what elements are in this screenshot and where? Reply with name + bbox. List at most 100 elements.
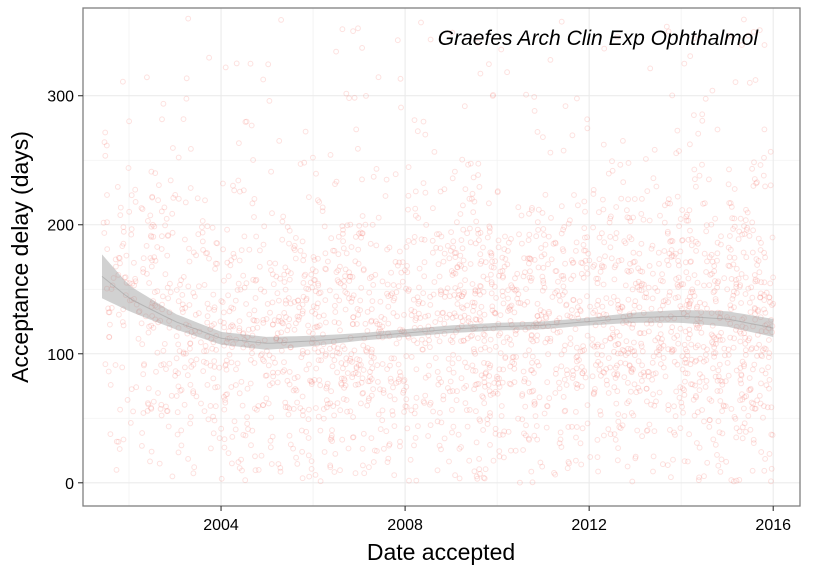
data-point [482,344,488,351]
data-point [671,347,677,353]
data-point [581,247,587,254]
data-point [254,406,260,413]
data-point [619,303,625,310]
data-point [716,333,722,340]
data-point [519,391,526,398]
data-point [408,307,415,313]
data-point [616,332,623,339]
data-point [229,460,235,467]
data-point [400,389,407,396]
data-point [393,380,400,386]
data-point [600,311,607,318]
data-point [420,180,427,187]
data-point [285,268,291,275]
data-point [722,403,729,410]
data-point [459,293,465,300]
data-point [229,344,235,351]
data-point [601,432,607,439]
data-point [324,383,330,390]
data-point [373,166,380,172]
data-point [494,376,501,382]
data-point [489,307,496,314]
data-point [240,331,246,337]
data-point [422,313,429,320]
data-point [493,343,499,350]
data-point [522,352,529,359]
data-point [381,316,388,322]
data-point [342,306,349,313]
data-point [603,312,610,318]
data-point [498,413,505,419]
data-point [686,301,692,308]
data-point [399,278,406,285]
data-point [706,417,713,423]
data-point [685,217,692,224]
data-point [264,301,271,307]
data-point [293,320,299,327]
data-point [749,219,756,226]
data-point [539,210,546,216]
data-point [438,291,444,298]
data-point [341,377,348,384]
data-point [448,268,455,274]
data-point [640,369,647,376]
data-point [513,286,520,293]
data-point [457,211,464,217]
data-point [430,205,436,212]
data-point [293,235,299,241]
data-point [385,303,392,310]
data-point [346,273,353,280]
data-point [156,460,163,467]
data-point [282,399,289,406]
data-point [527,268,533,275]
data-point [379,323,386,330]
data-point [404,263,410,269]
data-point [553,319,560,326]
data-point [629,286,636,293]
data-point [687,227,693,234]
data-point [237,188,243,195]
data-point [208,322,215,329]
data-point [722,352,728,359]
data-point [559,246,566,253]
data-point [679,366,686,373]
data-point [744,225,751,231]
data-point [175,298,182,305]
data-point [608,255,615,262]
data-point [104,192,110,198]
data-point [355,145,361,152]
data-point [149,257,156,264]
data-point [624,207,630,214]
data-point [581,198,588,205]
data-point [286,240,292,247]
data-point [175,154,182,161]
data-point [269,321,276,328]
data-point [770,274,776,281]
data-point [613,204,620,210]
data-point [386,442,392,449]
data-point [212,260,219,267]
data-point [242,119,249,125]
data-point [581,347,588,353]
data-point [573,365,580,372]
data-point [709,339,715,346]
data-point [608,213,614,220]
data-point [676,148,682,154]
data-point [477,317,484,324]
data-point [158,412,165,419]
data-point [399,327,406,334]
data-point [200,358,207,365]
data-point [427,344,433,351]
data-point [298,427,305,434]
data-point [528,275,535,282]
data-point [504,261,511,268]
data-point [502,233,508,240]
data-point [741,420,748,427]
data-point [515,204,522,211]
data-point [226,308,233,315]
data-point [648,401,654,408]
data-point [308,458,315,465]
data-point [731,215,738,222]
data-point [694,322,701,329]
data-point [235,459,242,466]
